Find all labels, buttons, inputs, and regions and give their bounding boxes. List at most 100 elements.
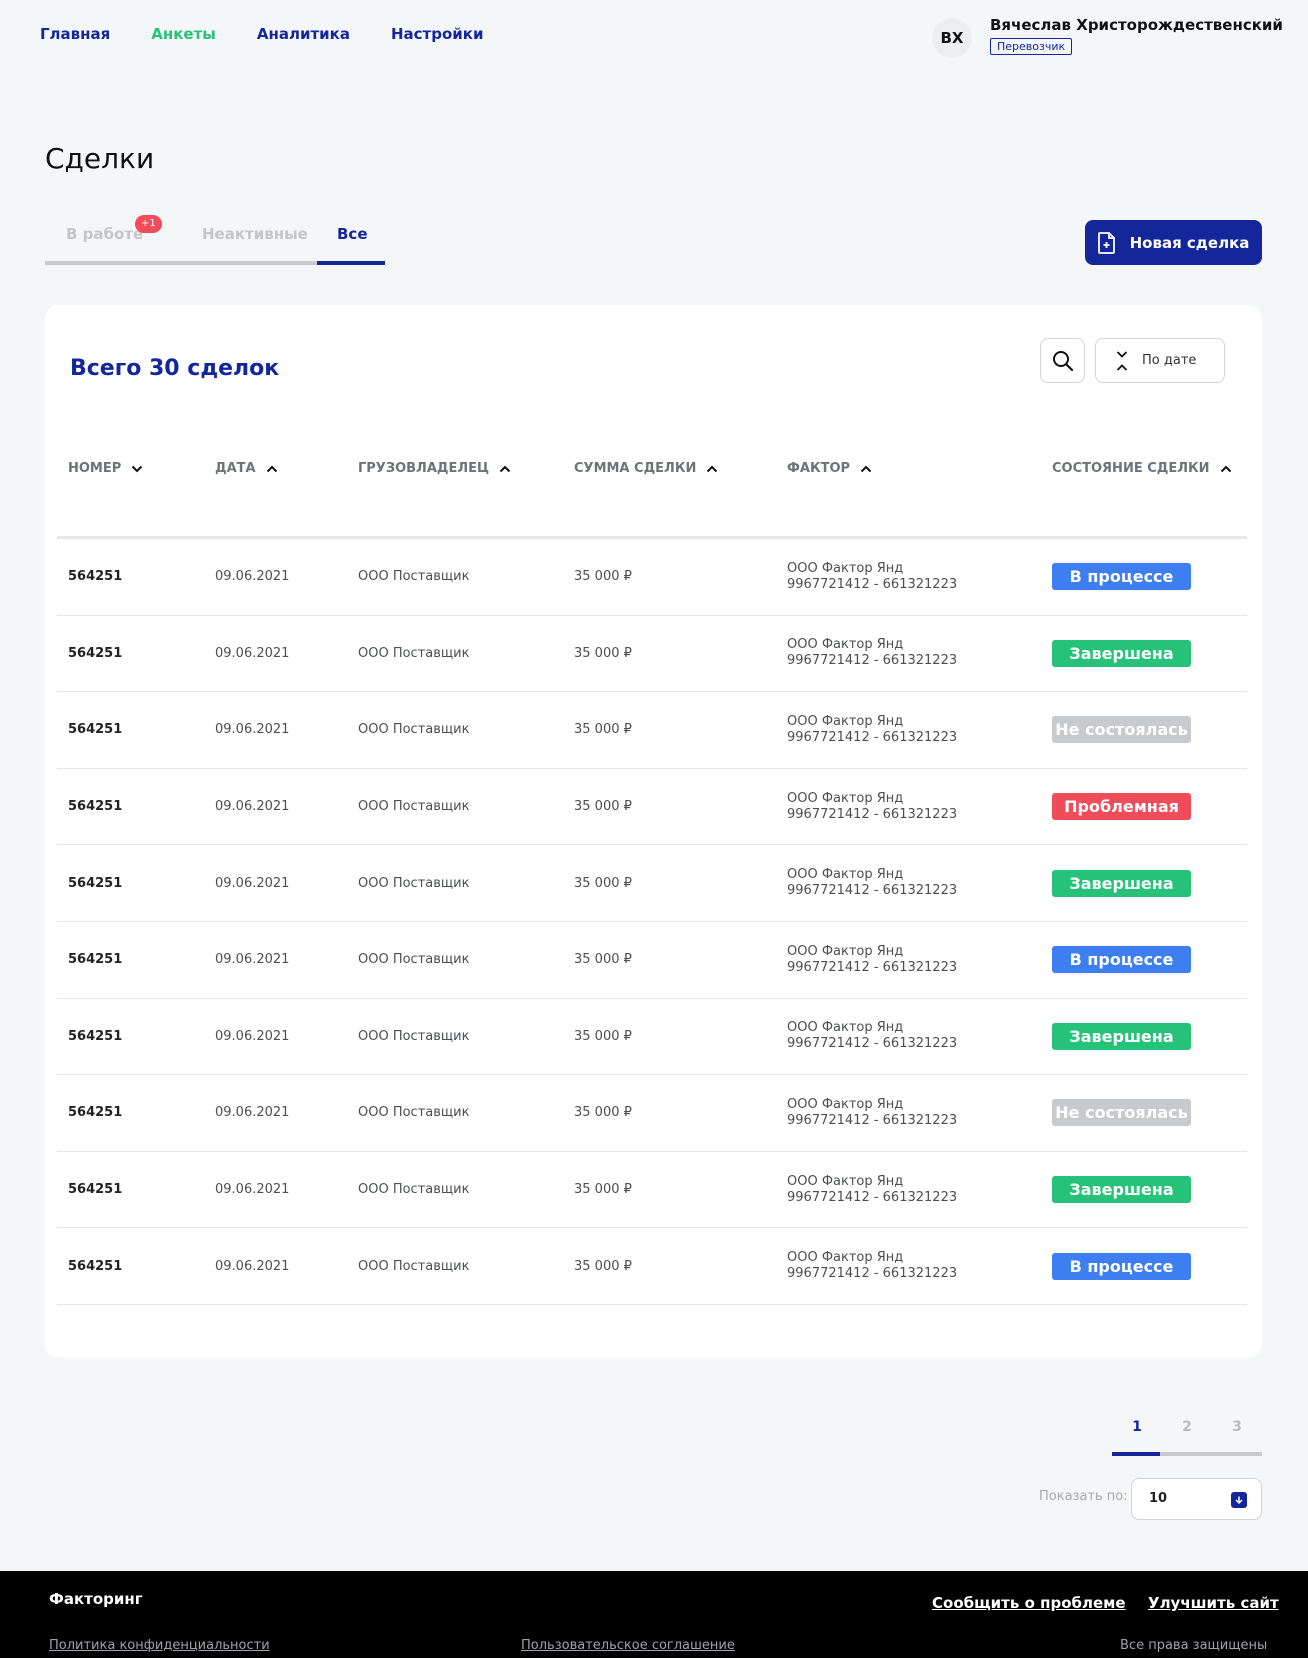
deal-amount: 35 000 ₽ (574, 799, 632, 815)
cargo-owner: ООО Поставщик (358, 1105, 470, 1121)
factor-ids: 9967721412 - 661321223 (787, 1036, 958, 1052)
nav-link-home[interactable]: Главная (40, 25, 111, 43)
deal-amount: 35 000 ₽ (574, 645, 632, 661)
nav-link-analytics[interactable]: Аналитика (256, 25, 350, 43)
user-name: Вячеслав Христорождественский (990, 16, 1283, 34)
deal-amount: 35 000 ₽ (574, 875, 632, 891)
column-header-factor[interactable]: Фактор (787, 461, 872, 476)
sort-icon (1116, 350, 1128, 372)
table-row[interactable]: 564251 09.06.2021 ООО Поставщик 35 000 ₽ ООО… (57, 845, 1247, 922)
nav-link-settings[interactable]: Настройки (390, 25, 484, 43)
deal-amount: 35 000 ₽ (574, 1258, 632, 1274)
deal-number: 564251 (68, 875, 123, 891)
search-button[interactable] (1040, 338, 1085, 383)
status-badge: Завершена (1052, 869, 1191, 897)
table-row[interactable]: 564251 09.06.2021 ООО Поставщик 35 000 ₽ ООО… (57, 1152, 1247, 1229)
table-row[interactable]: 564251 09.06.2021 ООО Поставщик 35 000 ₽ ООО… (57, 922, 1247, 999)
column-header-date[interactable]: Дата (215, 461, 278, 476)
privacy-policy-link[interactable]: Политика конфиденциальности (49, 1638, 270, 1653)
deal-amount: 35 000 ₽ (574, 569, 632, 585)
factor-info: ООО Фактор Янд 9967721412 - 661321223 (787, 922, 957, 998)
factor-info: ООО Фактор Янд 9967721412 - 661321223 (787, 769, 957, 845)
chevron-down-icon (132, 465, 143, 472)
table-row[interactable]: 564251 09.06.2021 ООО Поставщик 35 000 ₽ ООО… (57, 539, 1247, 616)
column-label: Дата (215, 461, 256, 476)
status-badge: Проблемная (1052, 793, 1191, 821)
user-agreement-link[interactable]: Пользовательское соглашение (521, 1638, 735, 1653)
table-row[interactable]: 564251 09.06.2021 ООО Поставщик 35 000 ₽ ООО… (57, 692, 1247, 769)
deal-number: 564251 (68, 799, 123, 815)
deal-number: 564251 (68, 952, 123, 968)
factor-name: ООО Фактор Янд (787, 867, 904, 883)
new-deal-button[interactable]: Новая сделка (1085, 220, 1262, 265)
new-document-icon (1097, 231, 1115, 254)
status-cell: В процессе (1052, 539, 1191, 615)
deal-amount: 35 000 ₽ (574, 1182, 632, 1198)
tab-inactive[interactable]: Неактивные (202, 225, 308, 243)
status-badge: В процессе (1052, 563, 1191, 591)
nav-link-questionnaires[interactable]: Анкеты (151, 25, 216, 43)
cargo-owner: ООО Поставщик (358, 875, 470, 891)
chevron-up-icon (266, 465, 277, 472)
status-cell: Завершена (1052, 999, 1191, 1075)
sort-by-date-button[interactable]: По дате (1095, 338, 1225, 383)
chevron-up-icon (1220, 465, 1231, 472)
factor-ids: 9967721412 - 661321223 (787, 576, 958, 592)
deal-date: 09.06.2021 (215, 1028, 290, 1044)
per-page-select[interactable]: 10 (1131, 1478, 1262, 1520)
improve-site-link[interactable]: Улучшить сайт (1148, 1594, 1279, 1612)
status-cell: Проблемная (1052, 769, 1191, 845)
new-deal-label: Новая сделка (1129, 233, 1250, 252)
factor-name: ООО Фактор Янд (787, 713, 904, 729)
deal-date: 09.06.2021 (215, 952, 290, 968)
table-row[interactable]: 564251 09.06.2021 ООО Поставщик 35 000 ₽ ООО… (57, 999, 1247, 1076)
factor-name: ООО Фактор Янд (787, 637, 904, 653)
footer: Факторинг Сообщить о проблеме Улучшить с… (0, 1571, 1308, 1658)
page-link-1[interactable]: 1 (1132, 1419, 1142, 1435)
deal-tabs: В работе +1 Неактивные Все (45, 215, 385, 265)
column-header-amount[interactable]: Сумма сделки (574, 461, 718, 476)
avatar[interactable]: ВХ (932, 18, 972, 58)
top-nav: Главная Анкеты Аналитика Настройки (40, 22, 525, 46)
column-header-status[interactable]: Состояние сделки (1052, 461, 1232, 476)
column-label: Грузовладелец (358, 461, 490, 476)
column-header-cargo-owner[interactable]: Грузовладелец (358, 461, 511, 476)
report-problem-link[interactable]: Сообщить о проблеме (932, 1594, 1126, 1612)
deal-date: 09.06.2021 (215, 722, 290, 738)
deal-date: 09.06.2021 (215, 799, 290, 815)
page-link-3[interactable]: 3 (1232, 1419, 1242, 1435)
column-header-number[interactable]: Номер (68, 461, 143, 476)
tab-in-progress-badge: +1 (135, 215, 162, 233)
factor-name: ООО Фактор Янд (787, 943, 904, 959)
page-link-2[interactable]: 2 (1182, 1419, 1192, 1435)
search-icon (1052, 350, 1073, 371)
status-badge: Не состоялась (1052, 716, 1191, 744)
table-row[interactable]: 564251 09.06.2021 ООО Поставщик 35 000 ₽ ООО… (57, 1228, 1247, 1305)
factor-info: ООО Фактор Янд 9967721412 - 661321223 (787, 999, 957, 1075)
deal-number: 564251 (68, 1182, 123, 1198)
deal-amount: 35 000 ₽ (574, 952, 632, 968)
status-cell: Завершена (1052, 1152, 1191, 1228)
factor-ids: 9967721412 - 661321223 (787, 1112, 958, 1128)
deal-date: 09.06.2021 (215, 875, 290, 891)
factor-ids: 9967721412 - 661321223 (787, 1189, 958, 1205)
cargo-owner: ООО Поставщик (358, 1028, 470, 1044)
tab-in-progress[interactable]: В работе (66, 225, 144, 243)
deal-number: 564251 (68, 1105, 123, 1121)
status-badge: Не состоялась (1052, 1099, 1191, 1127)
pagination: 1 2 3 (1112, 1414, 1262, 1456)
deals-card: Всего 30 сделок По дате Номер Дата Грузо… (45, 305, 1262, 1358)
active-page-indicator (1112, 1452, 1160, 1456)
deal-number: 564251 (68, 1258, 123, 1274)
cargo-owner: ООО Поставщик (358, 1258, 470, 1274)
user-profile[interactable]: ВХ Вячеслав Христорождественский Перевоз… (932, 15, 1283, 58)
tab-all[interactable]: Все (337, 225, 368, 243)
table-row[interactable]: 564251 09.06.2021 ООО Поставщик 35 000 ₽ ООО… (57, 769, 1247, 846)
deal-date: 09.06.2021 (215, 1105, 290, 1121)
page-title: Сделки (45, 142, 155, 175)
table-header-divider (57, 536, 1247, 539)
chevron-up-icon (499, 465, 511, 472)
table-row[interactable]: 564251 09.06.2021 ООО Поставщик 35 000 ₽ ООО… (57, 616, 1247, 693)
factor-name: ООО Фактор Янд (787, 1173, 904, 1189)
table-row[interactable]: 564251 09.06.2021 ООО Поставщик 35 000 ₽ ООО… (57, 1075, 1247, 1152)
